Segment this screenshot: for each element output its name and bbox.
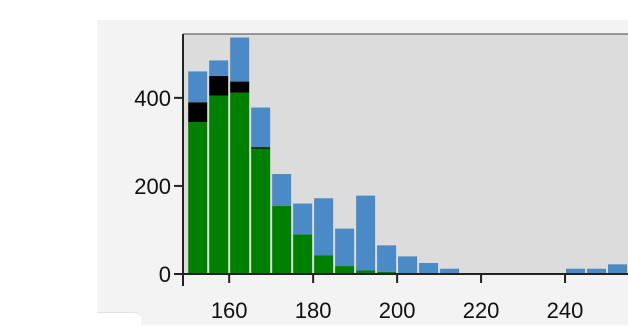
bar-segment-2-bin-2 xyxy=(230,37,250,82)
bar-segment-2-bin-20 xyxy=(608,264,627,274)
bar-segment-2-bin-10 xyxy=(398,256,418,274)
bar-segment-1-bin-1 xyxy=(209,75,229,96)
bar-segment-2-bin-7 xyxy=(335,228,355,267)
plot-background xyxy=(183,34,628,274)
bar-segment-2-bin-6 xyxy=(314,198,334,256)
bar-segment-0-bin-1 xyxy=(209,95,229,275)
bar-segment-1-bin-2 xyxy=(230,81,250,93)
bar-segment-2-bin-8 xyxy=(356,195,376,271)
bar-segment-0-bin-2 xyxy=(230,92,250,274)
bar-segment-2-bin-12 xyxy=(440,268,460,274)
bar-segment-0-bin-9 xyxy=(377,271,397,274)
bar-layer xyxy=(188,37,627,275)
bar-segment-0-bin-3 xyxy=(251,148,271,274)
bar-segment-2-bin-19 xyxy=(587,268,607,274)
bar-segment-2-bin-5 xyxy=(293,203,313,235)
bar-segment-2-bin-18 xyxy=(566,268,586,274)
y-tick-label: 400 xyxy=(134,86,171,111)
y-tick-label: 0 xyxy=(159,262,171,287)
bar-segment-0-bin-8 xyxy=(356,270,376,274)
tick-layer: 0200400160180200220240260 xyxy=(134,86,584,323)
x-tick-label: 220 xyxy=(463,298,500,323)
bar-segment-0-bin-4 xyxy=(272,205,292,274)
bar-segment-2-bin-9 xyxy=(377,245,397,272)
x-tick-label: 180 xyxy=(295,298,332,323)
bar-segment-2-bin-3 xyxy=(251,107,271,148)
bar-segment-2-bin-1 xyxy=(209,60,229,76)
bar-segment-1-bin-3 xyxy=(251,147,271,149)
bar-segment-0-bin-6 xyxy=(314,255,334,274)
bar-segment-1-bin-0 xyxy=(188,102,208,123)
x-tick-label: 200 xyxy=(379,298,416,323)
bar-segment-0-bin-0 xyxy=(188,122,208,274)
y-tick-label: 200 xyxy=(134,174,171,199)
bar-segment-2-bin-11 xyxy=(419,262,439,274)
bar-segment-2-bin-0 xyxy=(188,71,208,103)
bar-segment-0-bin-7 xyxy=(335,266,355,274)
x-tick-label: 240 xyxy=(547,298,584,323)
x-tick-label: 160 xyxy=(211,298,248,323)
bar-segment-2-bin-4 xyxy=(272,174,292,206)
panel-corner-tab xyxy=(97,312,141,326)
bar-segment-0-bin-5 xyxy=(293,234,313,274)
